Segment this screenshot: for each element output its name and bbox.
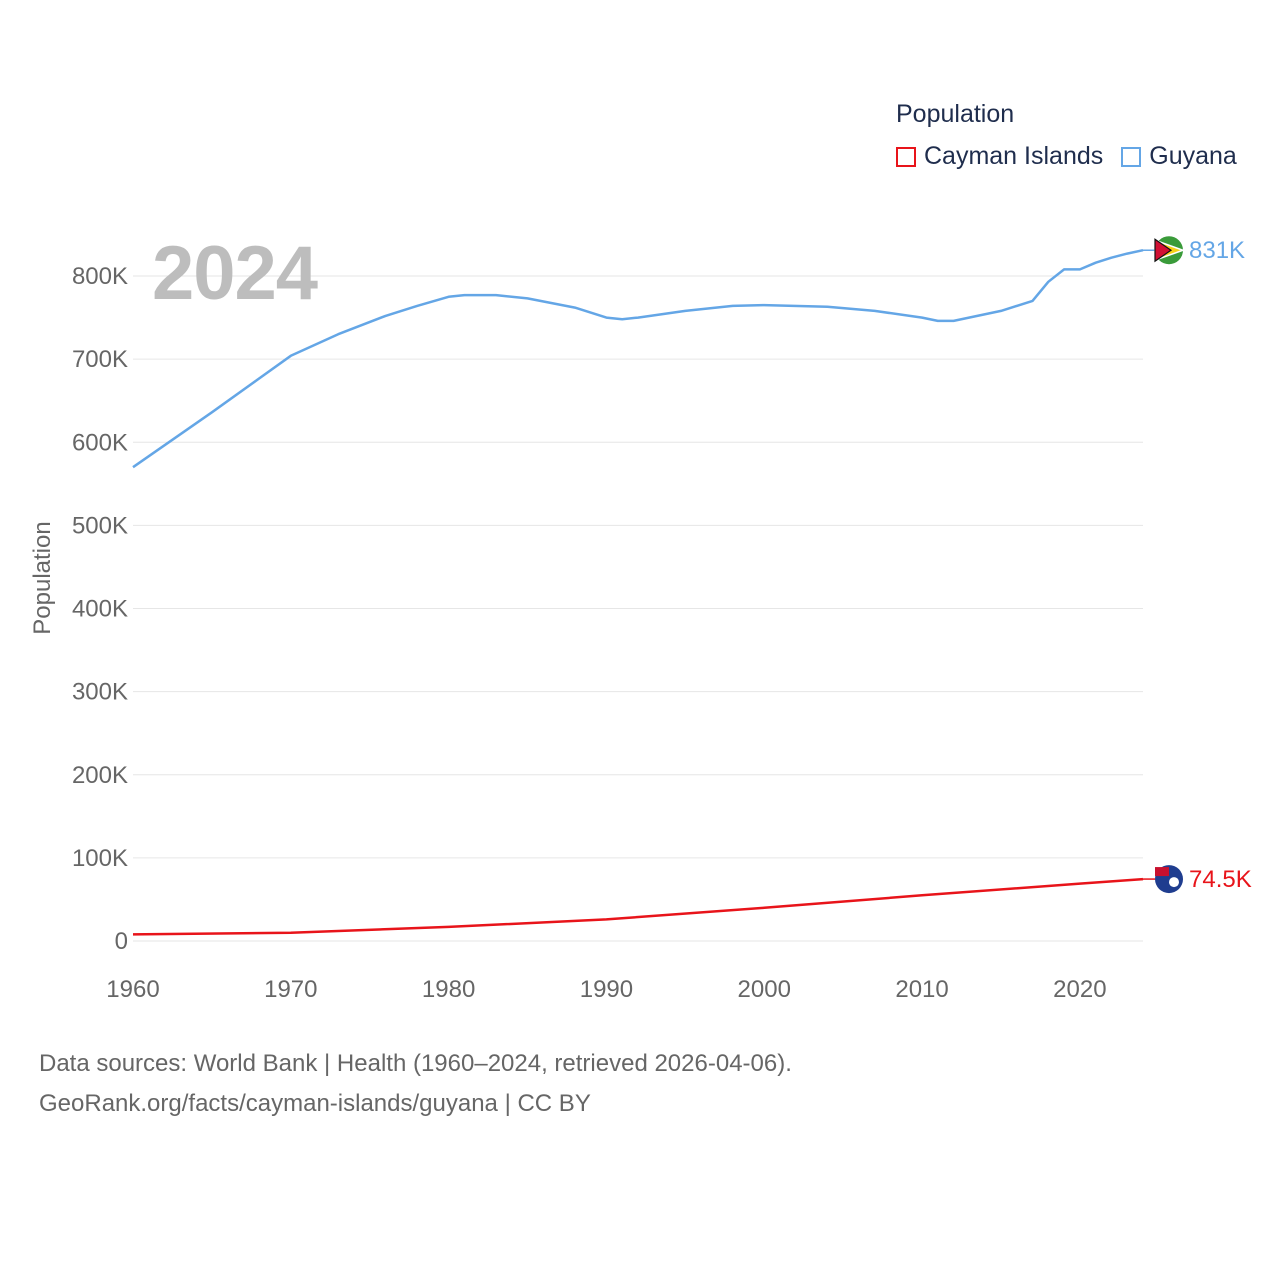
y-tick-label: 200K xyxy=(72,762,128,789)
y-tick-label: 500K xyxy=(72,512,128,539)
x-tick-label: 1960 xyxy=(106,976,159,1003)
y-tick-label: 700K xyxy=(72,346,128,373)
x-tick-label: 1990 xyxy=(580,976,633,1003)
footer: Data sources: World Bank | Health (1960–… xyxy=(39,1044,792,1124)
legend-label-cayman-islands: Cayman Islands xyxy=(924,142,1104,170)
y-tick-label: 600K xyxy=(72,429,128,456)
legend-swatch-guyana xyxy=(1121,146,1142,167)
flag-icon-cayman-islands xyxy=(1155,865,1183,894)
gridlines xyxy=(133,275,1143,942)
series-end-markers: 74.5K 831K xyxy=(1143,236,1252,894)
legend-item-cayman-islands[interactable]: Cayman Islands xyxy=(896,142,1103,171)
series-lines xyxy=(132,248,1144,936)
flag-icon-guyana xyxy=(1154,236,1186,265)
footer-sources: Data sources: World Bank | Health (1960–… xyxy=(39,1050,792,1077)
series-line-cayman-islands[interactable] xyxy=(132,877,1144,936)
x-axis-ticks: 1960 1970 1980 1990 2000 2010 2020 xyxy=(106,976,1106,1003)
end-value-label-cayman-islands: 74.5K xyxy=(1189,866,1252,893)
end-value-label-guyana: 831K xyxy=(1189,237,1245,264)
series-line-guyana[interactable] xyxy=(132,248,1144,469)
y-tick-label: 0 xyxy=(115,928,128,955)
x-tick-label: 1970 xyxy=(264,976,317,1003)
footer-link[interactable]: GeoRank.org/facts/cayman-islands/guyana … xyxy=(39,1090,591,1117)
legend-swatch-cayman-islands xyxy=(896,146,916,167)
y-axis-label: Population xyxy=(29,521,56,634)
y-tick-label: 800K xyxy=(72,263,128,290)
y-tick-label: 300K xyxy=(72,679,128,706)
x-tick-label: 2010 xyxy=(895,976,948,1003)
legend-item-guyana[interactable]: Guyana xyxy=(1121,142,1237,171)
legend-title: Population xyxy=(896,100,1015,128)
x-tick-label: 1980 xyxy=(422,976,475,1003)
year-label: 2024 xyxy=(152,231,318,316)
x-tick-label: 2020 xyxy=(1053,976,1106,1003)
y-tick-label: 400K xyxy=(72,596,128,623)
legend: Cayman Islands Guyana xyxy=(896,142,1255,171)
y-tick-label: 100K xyxy=(72,845,128,872)
legend-label-guyana: Guyana xyxy=(1149,142,1237,170)
y-axis-ticks: 0 100K 200K 300K 400K 500K 600K 700K 800K xyxy=(72,263,128,955)
x-tick-label: 2000 xyxy=(738,976,791,1003)
